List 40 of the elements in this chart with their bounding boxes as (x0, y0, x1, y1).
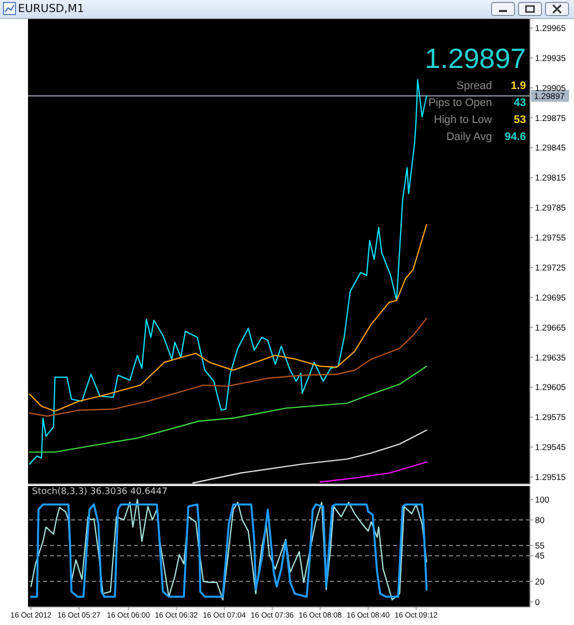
y-tick-label: 45 (535, 550, 545, 561)
y-tick-label: 1.29935 (535, 52, 566, 63)
y-tick-label: 1.29875 (535, 112, 566, 123)
ref-line-label: 1.29897 (534, 90, 565, 101)
annotation: Spread (456, 80, 492, 92)
y-tick-label: 1.29515 (535, 472, 566, 482)
annotation: 94.6 (504, 131, 526, 143)
y-tick-label: 1.29755 (535, 232, 566, 243)
y-tick-label: 1.29635 (535, 352, 566, 362)
y-tick-label: 1.29725 (535, 262, 566, 272)
y-tick-label: 1.29575 (535, 412, 566, 422)
line-series (192, 430, 428, 484)
y-tick-label: 1.29545 (535, 442, 566, 452)
y-tick-label: 1.29695 (535, 292, 566, 302)
annotation: High to Low (434, 114, 492, 126)
annotation: 1.29897 (424, 43, 526, 75)
y-tick-label: 1.29605 (535, 382, 566, 392)
y-tick-label: 1.29815 (535, 172, 566, 183)
chart-title: Stoch(8,3,3) 36.3036 40.6447 (32, 487, 168, 497)
y-tick-label: 80 (535, 514, 545, 525)
y-tick-label: 1.29785 (535, 202, 566, 213)
y-tick-label: 20 (535, 576, 545, 586)
chart-title: EURUSD,M1 (18, 2, 84, 15)
annotation: Pips to Open (428, 97, 492, 109)
annotation: 53 (514, 114, 526, 126)
y-tick-label: 1.29665 (535, 322, 566, 332)
y-tick-label: 1.29905 (535, 82, 566, 93)
y-tick-label: 1.29845 (535, 142, 566, 153)
line-series (28, 79, 428, 465)
annotation: 1.9 (510, 80, 526, 92)
line-series (320, 461, 428, 483)
line-series (28, 224, 428, 412)
annotation: 43 (514, 97, 526, 109)
line-series (28, 366, 428, 453)
y-tick-label: 55 (535, 540, 545, 550)
annotation: Daily Avg (446, 131, 492, 143)
y-tick-label: 100 (535, 494, 550, 504)
line-series (28, 318, 428, 417)
y-tick-label: 0 (535, 596, 540, 607)
y-tick-label: 1.29965 (535, 23, 566, 33)
